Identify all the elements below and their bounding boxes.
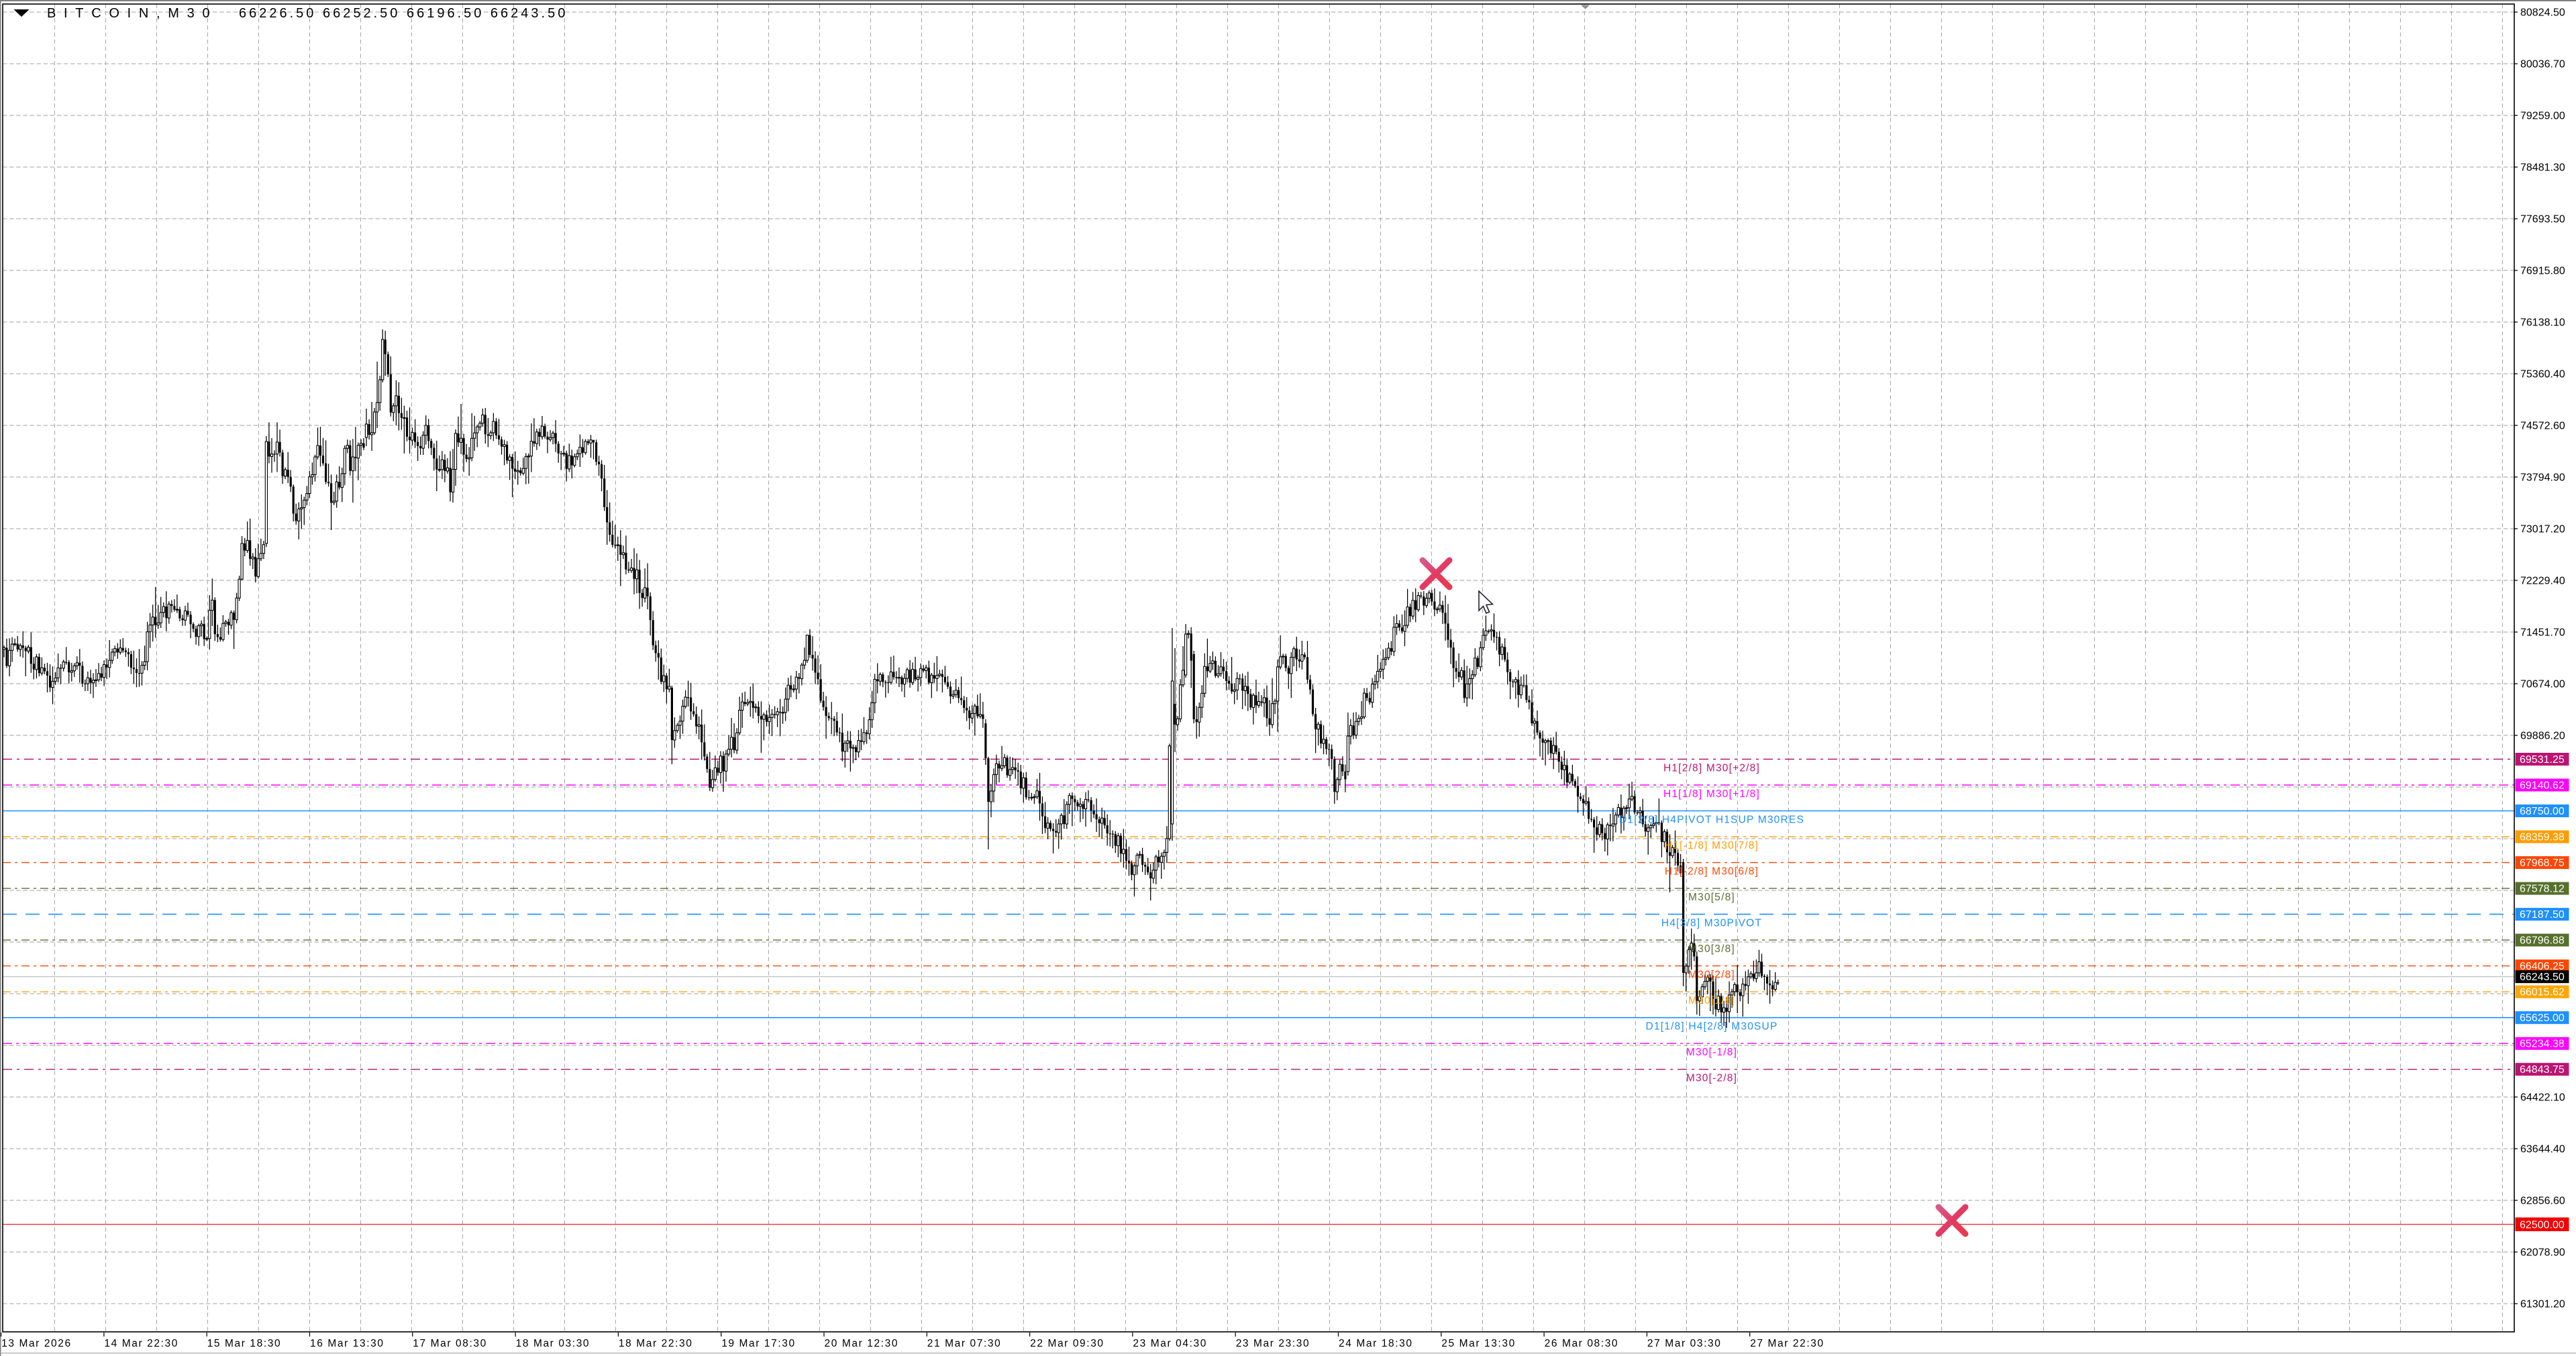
svg-text:24 Mar 18:30: 24 Mar 18:30 xyxy=(1339,1338,1413,1349)
svg-text:65625.00: 65625.00 xyxy=(2520,1012,2565,1024)
svg-text:M30[1/8]: M30[1/8] xyxy=(1688,995,1735,1006)
svg-text:66406.25: 66406.25 xyxy=(2520,961,2565,972)
svg-text:17 Mar 08:30: 17 Mar 08:30 xyxy=(413,1338,487,1349)
svg-text:M30[-1/8]: M30[-1/8] xyxy=(1686,1047,1737,1058)
svg-text:66226.50 66252.50 66196.50 662: 66226.50 66252.50 66196.50 66243.50 xyxy=(239,6,568,21)
svg-text:68750.00: 68750.00 xyxy=(2520,806,2565,817)
svg-text:67578.12: 67578.12 xyxy=(2520,884,2565,895)
svg-text:25 Mar 13:30: 25 Mar 13:30 xyxy=(1441,1338,1516,1349)
svg-text:M30[-2/8]: M30[-2/8] xyxy=(1686,1073,1737,1084)
svg-text:D1[1/8] H4[2/8] M30SUP: D1[1/8] H4[2/8] M30SUP xyxy=(1646,1021,1778,1033)
svg-text:75360.40: 75360.40 xyxy=(2520,369,2565,380)
svg-text:14 Mar 22:30: 14 Mar 22:30 xyxy=(104,1338,178,1349)
svg-text:69140.62: 69140.62 xyxy=(2520,780,2565,792)
svg-text:71451.70: 71451.70 xyxy=(2520,627,2565,639)
svg-text:76138.10: 76138.10 xyxy=(2520,317,2565,329)
svg-text:69531.25: 69531.25 xyxy=(2520,754,2565,766)
svg-text:62856.60: 62856.60 xyxy=(2520,1196,2565,1207)
svg-text:15 Mar 18:30: 15 Mar 18:30 xyxy=(207,1338,282,1349)
svg-text:62078.90: 62078.90 xyxy=(2520,1247,2565,1259)
svg-text:D1[2/8] H4PIVOT H1SUP M30RES: D1[2/8] H4PIVOT H1SUP M30RES xyxy=(1619,815,1804,826)
svg-text:69886.20: 69886.20 xyxy=(2520,731,2565,742)
svg-text:73794.90: 73794.90 xyxy=(2520,472,2565,484)
svg-text:70674.00: 70674.00 xyxy=(2520,679,2565,690)
svg-text:66015.62: 66015.62 xyxy=(2520,987,2565,998)
svg-text:63644.40: 63644.40 xyxy=(2520,1144,2565,1155)
svg-text:76915.80: 76915.80 xyxy=(2520,266,2565,277)
svg-text:20 Mar 12:30: 20 Mar 12:30 xyxy=(825,1338,899,1349)
svg-text:66796.88: 66796.88 xyxy=(2520,935,2565,947)
svg-text:79259.00: 79259.00 xyxy=(2520,111,2565,122)
svg-text:16 Mar 13:30: 16 Mar 13:30 xyxy=(310,1338,384,1349)
svg-text:26 Mar 08:30: 26 Mar 08:30 xyxy=(1545,1338,1619,1349)
svg-text:74572.60: 74572.60 xyxy=(2520,421,2565,432)
svg-text:80824.50: 80824.50 xyxy=(2520,7,2565,19)
svg-text:67968.75: 67968.75 xyxy=(2520,857,2565,869)
svg-text:27 Mar 22:30: 27 Mar 22:30 xyxy=(1750,1338,1824,1349)
svg-text:62500.00: 62500.00 xyxy=(2520,1219,2565,1231)
svg-text:M30[3/8]: M30[3/8] xyxy=(1688,943,1735,955)
svg-text:67187.50: 67187.50 xyxy=(2520,909,2565,921)
svg-text:M30[5/8]: M30[5/8] xyxy=(1688,892,1735,903)
svg-text:73017.20: 73017.20 xyxy=(2520,524,2565,535)
svg-text:19 Mar 17:30: 19 Mar 17:30 xyxy=(721,1338,796,1349)
svg-text:80036.70: 80036.70 xyxy=(2520,59,2565,70)
svg-text:64422.10: 64422.10 xyxy=(2520,1092,2565,1104)
svg-text:27 Mar 03:30: 27 Mar 03:30 xyxy=(1647,1338,1722,1349)
svg-text:66243.50: 66243.50 xyxy=(2520,972,2565,983)
svg-text:H1[1/8] M30[+1/8]: H1[1/8] M30[+1/8] xyxy=(1663,788,1760,800)
svg-text:65234.38: 65234.38 xyxy=(2520,1039,2565,1050)
svg-text:13 Mar 2026: 13 Mar 2026 xyxy=(1,1338,72,1349)
svg-text:77693.50: 77693.50 xyxy=(2520,214,2565,225)
svg-text:72229.40: 72229.40 xyxy=(2520,576,2565,587)
svg-text:61301.20: 61301.20 xyxy=(2520,1299,2565,1310)
svg-text:18 Mar 03:30: 18 Mar 03:30 xyxy=(516,1338,590,1349)
svg-text:H1[-1/8] M30[7/8]: H1[-1/8] M30[7/8] xyxy=(1665,840,1759,851)
svg-text:23 Mar 23:30: 23 Mar 23:30 xyxy=(1236,1338,1310,1349)
svg-text:78481.30: 78481.30 xyxy=(2520,162,2565,174)
svg-text:68359.38: 68359.38 xyxy=(2520,832,2565,843)
svg-text:18 Mar 22:30: 18 Mar 22:30 xyxy=(619,1338,693,1349)
svg-text:22 Mar 09:30: 22 Mar 09:30 xyxy=(1030,1338,1104,1349)
svg-text:23 Mar 04:30: 23 Mar 04:30 xyxy=(1133,1338,1207,1349)
svg-text:H1[-2/8] M30[6/8]: H1[-2/8] M30[6/8] xyxy=(1665,866,1759,878)
svg-text:64843.75: 64843.75 xyxy=(2520,1064,2565,1076)
svg-text:H1[2/8] M30[+2/8]: H1[2/8] M30[+2/8] xyxy=(1663,763,1760,774)
svg-text:M30[2/8]: M30[2/8] xyxy=(1688,970,1735,981)
svg-text:21 Mar 07:30: 21 Mar 07:30 xyxy=(927,1338,1002,1349)
svg-text:BITCOIN,M30: BITCOIN,M30 xyxy=(47,6,217,21)
svg-text:H4[3/8] M30PIVOT: H4[3/8] M30PIVOT xyxy=(1661,918,1762,929)
